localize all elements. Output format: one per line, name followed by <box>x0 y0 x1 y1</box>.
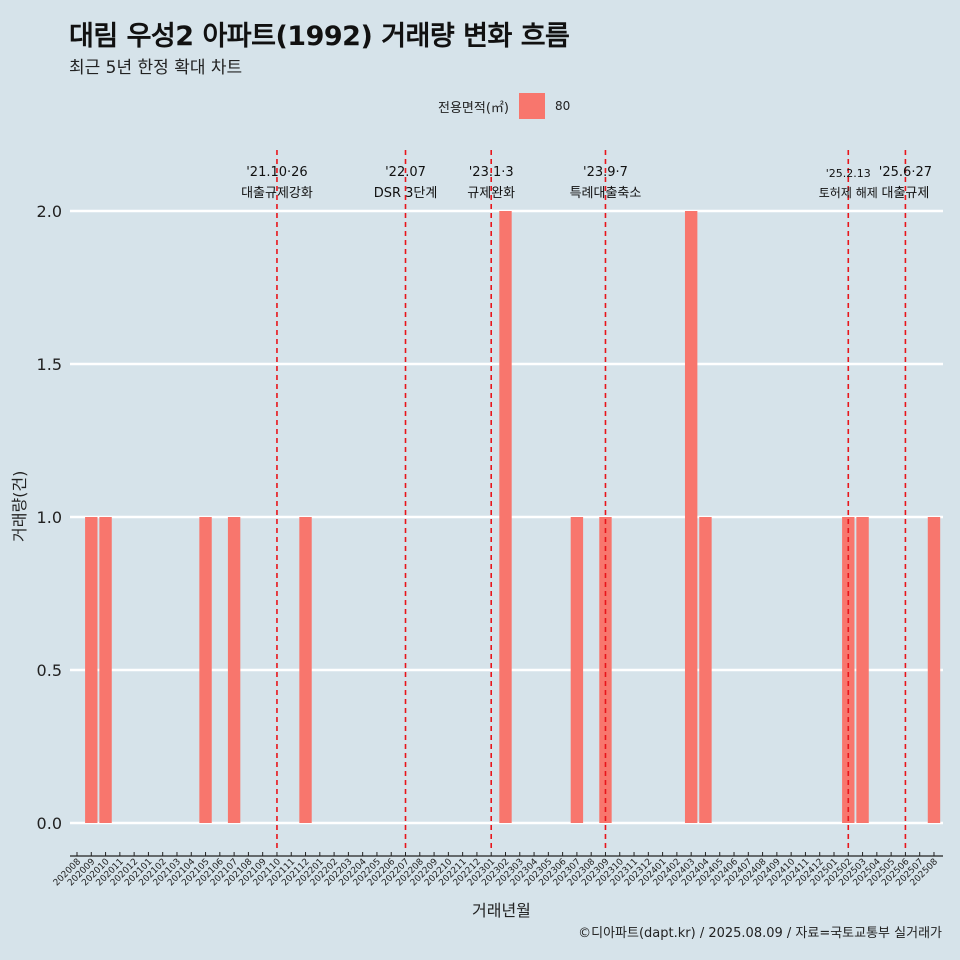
policy-date-202502: '25.2.13 <box>826 167 871 180</box>
policy-date-202309: '23.9·7 <box>583 165 628 180</box>
y-tick-label: 1.0 <box>37 508 62 527</box>
bar-202107 <box>227 517 241 823</box>
policy-date-202506: '25.6·27 <box>879 165 932 180</box>
policy-label-202110: 대출규제강화 <box>241 186 313 201</box>
bar-202403 <box>684 211 698 823</box>
chart-title: 대림 우성2 아파트(1992) 거래량 변화 흐름 <box>69 21 570 52</box>
x-axis-label: 거래년월 <box>472 901 531 920</box>
source-caption: ©디아파트(dapt.kr) / 2025.08.09 / 자료=국토교통부 실… <box>578 926 942 941</box>
y-tick-label: 1.5 <box>37 355 62 374</box>
bar-202502 <box>842 517 855 823</box>
bar-202009 <box>85 517 98 823</box>
bar-202307 <box>570 517 584 823</box>
chart-subtitle: 최근 5년 한정 확대 차트 <box>69 58 243 78</box>
policy-label-202301: 규제완화 <box>467 186 515 201</box>
policy-label-202309: 특례대출축소 <box>570 186 642 201</box>
legend-key-80 <box>518 93 545 119</box>
policy-date-202110: '21.10·26 <box>246 165 307 180</box>
bar-202503 <box>856 517 869 823</box>
y-tick-label: 2.0 <box>37 202 62 221</box>
bar-202105 <box>199 517 212 823</box>
bar-202309 <box>599 517 612 823</box>
y-axis-label: 거래량(건) <box>10 470 29 542</box>
policy-date-202207: '22.07 <box>385 165 426 180</box>
legend: 전용면적(㎡) 80 <box>438 93 570 119</box>
policy-label-202207: DSR 3단계 <box>374 186 438 201</box>
bar-202010 <box>99 517 112 823</box>
bar-202112 <box>299 517 312 823</box>
y-tick-label: 0.5 <box>37 661 62 680</box>
policy-label-202506: 대출규제 <box>881 186 929 201</box>
y-tick-label: 0.0 <box>37 814 62 833</box>
policy-label-202502: 토허제 해제 <box>819 186 878 200</box>
bar-202302 <box>499 211 512 823</box>
legend-label-80: 80 <box>554 99 571 113</box>
bar-202404 <box>699 517 712 823</box>
policy-date-202301: '23.1·3 <box>469 165 514 180</box>
legend-title: 전용면적(㎡) <box>438 100 509 116</box>
bar-202508 <box>927 517 941 823</box>
